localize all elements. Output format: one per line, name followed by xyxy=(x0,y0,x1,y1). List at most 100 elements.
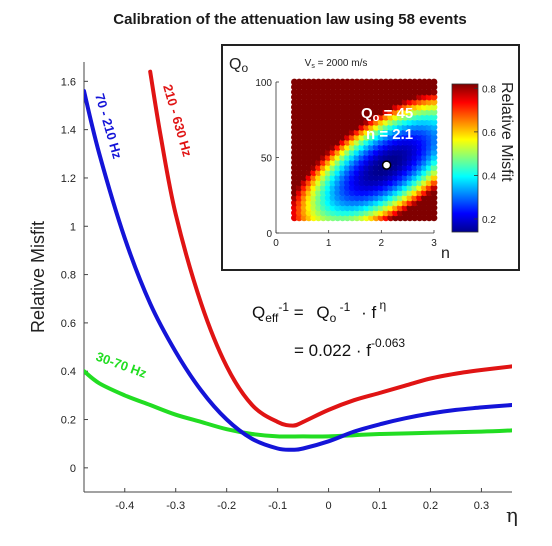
inset-ticks: 0 1 2 3 0 50 100 xyxy=(255,78,437,249)
colorbar-tick-label: 0.4 xyxy=(482,171,496,182)
heatmap-cell xyxy=(329,93,337,101)
heatmap-cell xyxy=(382,189,390,197)
heatmap-cell xyxy=(329,123,337,131)
heatmap-cell xyxy=(305,128,313,136)
heatmap-cell xyxy=(324,134,332,141)
heatmap-cell xyxy=(392,83,399,91)
heatmap-cell xyxy=(310,139,318,146)
heatmap-cell xyxy=(353,139,361,146)
heatmap-cell xyxy=(310,204,318,212)
heatmap-cell xyxy=(329,118,337,126)
heatmap-cell xyxy=(368,184,375,192)
heatmap-cell xyxy=(344,113,351,121)
heatmap-cell xyxy=(353,184,361,192)
heatmap-cell xyxy=(416,134,423,141)
heatmap-cell xyxy=(421,144,428,151)
heatmap-cell xyxy=(295,98,303,106)
heatmap-cell xyxy=(411,154,419,161)
heatmap-cell xyxy=(406,184,414,192)
heatmap-cell xyxy=(421,113,428,121)
heatmap-cell xyxy=(416,174,423,182)
eq-q0-sub: o xyxy=(330,311,337,325)
heatmap-cell xyxy=(406,144,414,151)
heatmap-cell xyxy=(425,189,433,197)
y-tick-label: 0 xyxy=(70,463,76,475)
heatmap-cell xyxy=(295,199,303,207)
heatmap-cell xyxy=(377,154,385,161)
heatmap-cell xyxy=(363,179,370,187)
heatmap-cell xyxy=(368,98,375,106)
heatmap-cell xyxy=(363,134,370,141)
heatmap-cell xyxy=(377,128,385,136)
heatmap-cell xyxy=(319,209,327,217)
heatmap-cell xyxy=(416,194,423,202)
inset-title: Vs = 2000 m/s xyxy=(305,58,368,70)
heatmap-cell xyxy=(348,123,356,131)
heatmap-cell xyxy=(305,98,313,106)
heatmap-cell xyxy=(382,83,390,91)
heatmap-cell xyxy=(363,204,370,212)
heatmap-cell xyxy=(291,204,298,212)
heatmap-cell xyxy=(430,78,438,86)
heatmap-cell xyxy=(372,88,380,96)
heatmap-cell xyxy=(319,214,327,222)
heatmap-cell xyxy=(305,174,313,182)
y-tick-label: 0.2 xyxy=(61,415,76,427)
heatmap-cell xyxy=(300,184,308,192)
heatmap-cell xyxy=(377,194,385,202)
heatmap-cell xyxy=(387,209,395,217)
heatmap-cell xyxy=(324,103,332,111)
heatmap-cell xyxy=(377,113,385,121)
heatmap-cell xyxy=(368,199,375,207)
heatmap-cell xyxy=(315,83,322,91)
heatmap-cell xyxy=(363,189,370,197)
heatmap-cell xyxy=(430,179,438,187)
heatmap-cell xyxy=(411,149,419,156)
heatmap-cell xyxy=(310,118,318,126)
eq-line2: = 0.022 · f xyxy=(294,341,371,360)
heatmap-cell xyxy=(300,108,308,116)
heatmap-cell xyxy=(339,88,346,96)
heatmap-cell xyxy=(416,154,423,161)
heatmap-cell xyxy=(372,179,380,187)
best-fit-label-n: n = 2.1 xyxy=(366,126,413,143)
heatmap-cell xyxy=(358,194,366,202)
heatmap-cell xyxy=(406,154,414,161)
heatmap-cell xyxy=(334,113,342,121)
heatmap-cell xyxy=(319,128,327,136)
heatmap-cell xyxy=(295,149,303,156)
eq-f: · f xyxy=(356,303,376,322)
heatmap-cell xyxy=(305,144,313,151)
heatmap-cell xyxy=(363,113,370,121)
heatmap-cell xyxy=(315,93,322,101)
heatmap-cell xyxy=(348,98,356,106)
heatmap-cell xyxy=(406,123,414,131)
heatmap-cell xyxy=(315,189,322,197)
heatmap-cell xyxy=(372,123,380,131)
heatmap-cell xyxy=(421,134,428,141)
heatmap-cell xyxy=(310,174,318,182)
heatmap-cell xyxy=(339,164,346,172)
heatmap-cell xyxy=(329,113,337,121)
heatmap-cell xyxy=(387,78,395,86)
heatmap-cell xyxy=(291,154,298,161)
eq-line2-exp: -0.063 xyxy=(371,336,405,350)
heatmap-cell xyxy=(310,83,318,91)
heatmap-cell xyxy=(421,174,428,182)
heatmap-cell xyxy=(334,128,342,136)
heatmap-cell xyxy=(368,118,375,126)
heatmap-cell xyxy=(377,209,385,217)
heatmap-cell xyxy=(382,149,390,156)
heatmap-cell xyxy=(295,83,303,91)
heatmap-cell xyxy=(329,179,337,187)
inset-y-tick-label: 50 xyxy=(261,154,273,165)
heatmap-cell xyxy=(411,189,419,197)
heatmap-cell xyxy=(430,209,438,217)
heatmap-cell xyxy=(372,134,380,141)
heatmap-cell xyxy=(421,189,428,197)
heatmap-cell xyxy=(401,78,409,86)
inset-y-label: Qo xyxy=(229,56,248,75)
heatmap-cell xyxy=(396,174,404,182)
heatmap-cell xyxy=(348,204,356,212)
heatmap-cell xyxy=(382,139,390,146)
